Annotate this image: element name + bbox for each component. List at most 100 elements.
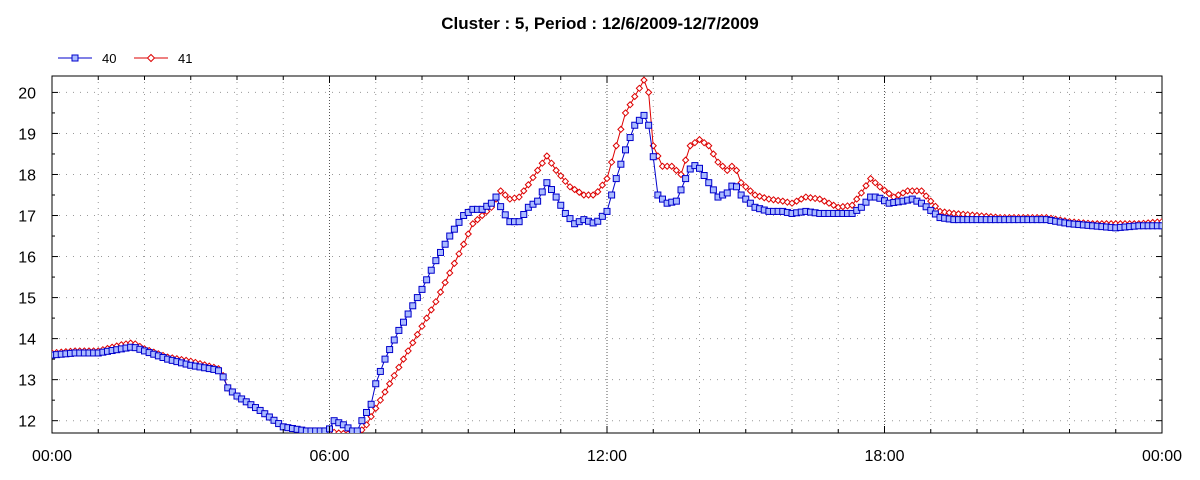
x-tick-label: 06:00 <box>309 448 349 465</box>
data-point-41 <box>876 183 884 191</box>
data-point-41 <box>695 135 704 144</box>
data-point-40 <box>501 211 509 219</box>
data-point-40 <box>487 199 495 207</box>
data-point-41 <box>714 158 722 166</box>
data-point-41 <box>811 194 819 203</box>
data-point-40 <box>622 146 629 154</box>
data-point-40 <box>437 248 444 256</box>
data-point-40 <box>654 191 662 199</box>
legend-label-41: 41 <box>178 51 192 66</box>
data-point-40 <box>645 121 653 129</box>
data-point-41 <box>340 429 347 433</box>
data-point-41 <box>552 166 560 175</box>
data-point-40 <box>543 179 551 187</box>
data-point-41 <box>927 197 935 205</box>
data-point-41 <box>561 177 570 186</box>
data-point-41 <box>644 88 653 97</box>
data-point-40 <box>557 201 565 209</box>
data-point-40 <box>635 116 643 124</box>
data-point-41 <box>538 159 546 167</box>
data-point-40 <box>659 195 666 203</box>
data-point-41 <box>543 152 551 160</box>
data-point-41 <box>432 297 440 306</box>
data-point-41 <box>450 259 459 268</box>
data-point-41 <box>718 162 727 170</box>
data-point-41 <box>520 187 528 195</box>
data-point-40 <box>700 172 708 180</box>
data-point-40 <box>617 160 625 168</box>
y-tick-label: 14 <box>18 332 36 349</box>
data-point-40 <box>552 193 560 201</box>
data-point-40 <box>922 203 930 211</box>
data-point-41 <box>469 220 477 228</box>
data-point-40 <box>358 417 366 425</box>
data-point-41 <box>603 174 611 183</box>
data-point-40 <box>677 186 685 194</box>
x-tick-label: 12:00 <box>587 448 627 465</box>
data-point-41 <box>566 183 574 191</box>
legend-marker-41 <box>146 53 156 63</box>
data-point-41 <box>473 215 482 224</box>
data-point-41 <box>806 194 815 202</box>
data-point-41 <box>575 188 583 196</box>
data-point-40 <box>404 310 412 318</box>
data-point-41 <box>524 181 533 189</box>
data-point-40 <box>682 175 690 183</box>
data-point-40 <box>497 203 505 211</box>
data-point-41 <box>917 187 926 195</box>
data-point-41 <box>922 192 930 200</box>
data-point-41 <box>705 142 713 150</box>
y-tick-label: 16 <box>18 250 36 267</box>
data-point-40 <box>561 209 569 217</box>
data-point-41 <box>672 166 681 175</box>
data-point-41 <box>385 380 394 388</box>
data-point-40 <box>594 217 602 225</box>
data-point-41 <box>691 138 699 147</box>
data-point-40 <box>709 186 717 194</box>
data-point-40 <box>219 373 227 381</box>
legend: 40 41 <box>58 51 192 66</box>
data-point-40 <box>395 326 403 334</box>
y-tick-label: 19 <box>18 126 36 143</box>
data-point-40 <box>400 318 407 326</box>
data-point-41 <box>529 173 537 182</box>
data-point-40 <box>640 111 648 119</box>
data-point-41 <box>376 396 385 404</box>
data-point-41 <box>700 138 708 147</box>
data-point-40 <box>918 199 925 207</box>
data-point-41 <box>395 363 403 372</box>
data-point-41 <box>598 181 607 189</box>
data-point-40 <box>441 240 449 248</box>
data-point-41 <box>862 182 870 190</box>
data-point-40 <box>367 400 375 408</box>
data-point-40 <box>224 384 232 392</box>
data-point-41 <box>404 347 412 355</box>
y-tick-label: 12 <box>18 414 36 431</box>
data-point-40 <box>857 203 865 211</box>
data-point-41 <box>848 201 856 209</box>
data-point-41 <box>427 306 435 314</box>
data-point-40 <box>372 380 380 388</box>
data-point-41 <box>774 196 782 205</box>
data-point-41 <box>728 162 736 170</box>
data-point-40 <box>626 134 634 142</box>
data-point-40 <box>413 294 421 302</box>
data-point-40 <box>390 336 398 344</box>
y-tick-label: 20 <box>18 85 36 102</box>
data-point-40 <box>376 367 384 375</box>
data-point-41 <box>765 195 773 203</box>
data-point-41 <box>446 269 454 277</box>
data-point-41 <box>478 211 486 220</box>
data-point-40 <box>432 257 440 265</box>
data-point-41 <box>501 191 509 199</box>
axis-layer: 12 13 14 15 16 17 18 19 20 00:00 06:00 12:00 18:00 00… <box>18 76 1182 465</box>
data-point-40 <box>418 285 426 293</box>
data-point-41 <box>853 195 861 203</box>
y-tick-label: 15 <box>18 291 36 308</box>
data-point-40 <box>927 206 935 214</box>
data-point-41 <box>570 185 579 194</box>
data-point-41 <box>626 101 634 109</box>
data-point-41 <box>732 166 741 175</box>
data-point-41 <box>668 162 676 170</box>
